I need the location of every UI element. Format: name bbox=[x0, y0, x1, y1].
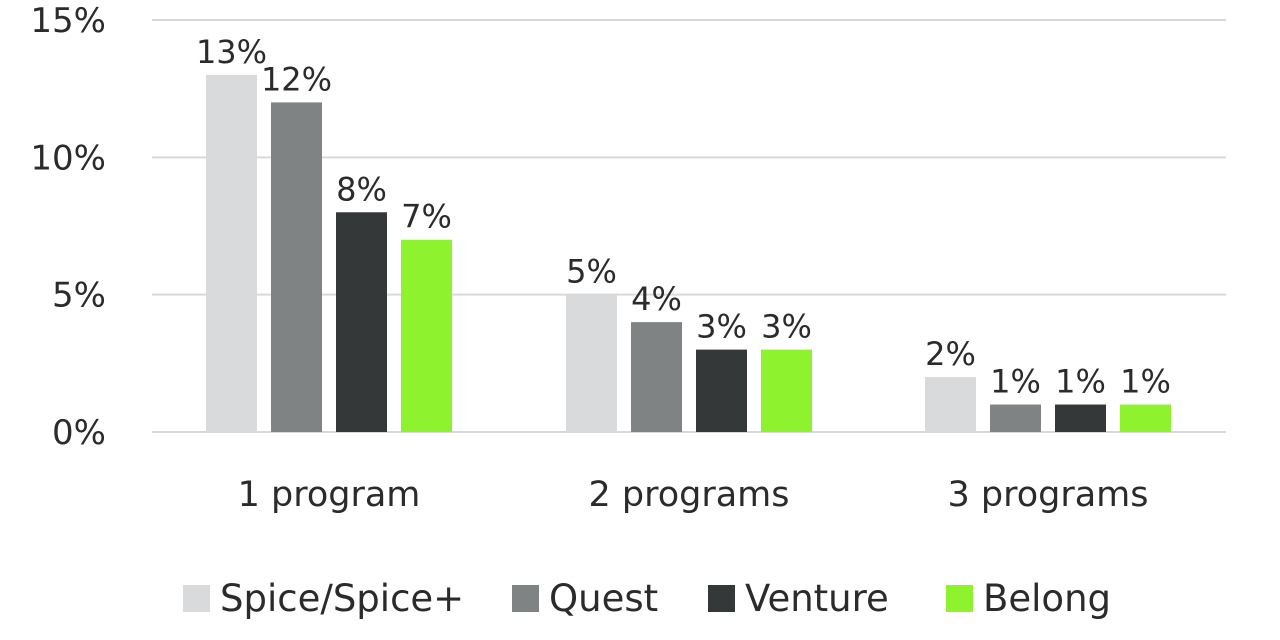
y-tick-label: 10% bbox=[30, 138, 106, 178]
bar bbox=[761, 349, 812, 432]
legend-swatch bbox=[512, 585, 539, 612]
bar bbox=[925, 377, 976, 432]
data-label: 4% bbox=[631, 280, 682, 318]
data-label: 1% bbox=[990, 363, 1041, 401]
data-label: 13% bbox=[196, 33, 267, 71]
data-label: 5% bbox=[566, 253, 617, 291]
bar bbox=[271, 102, 322, 433]
y-tick-label: 15% bbox=[30, 1, 106, 41]
legend-label: Spice/Spice+ bbox=[220, 577, 464, 620]
data-label: 12% bbox=[261, 60, 332, 98]
category-label: 2 programs bbox=[588, 475, 789, 515]
bar bbox=[990, 404, 1041, 432]
data-label: 1% bbox=[1120, 363, 1171, 401]
legend-swatch bbox=[946, 585, 973, 612]
y-tick-label: 5% bbox=[52, 276, 106, 316]
category-label: 1 program bbox=[238, 475, 421, 515]
category-label: 3 programs bbox=[947, 475, 1148, 515]
bar bbox=[1120, 404, 1171, 432]
data-label: 1% bbox=[1055, 363, 1106, 401]
bar bbox=[401, 239, 452, 432]
bars bbox=[206, 74, 1171, 433]
data-label: 2% bbox=[925, 335, 976, 373]
gridlines bbox=[152, 19, 1226, 433]
legend-label: Quest bbox=[549, 577, 658, 620]
data-label: 3% bbox=[696, 308, 747, 346]
bar bbox=[566, 294, 617, 432]
data-label: 8% bbox=[336, 170, 387, 208]
x-axis-category-labels: 1 program 2 programs 3 programs bbox=[238, 475, 1149, 515]
bar bbox=[696, 349, 747, 432]
data-label: 3% bbox=[761, 308, 812, 346]
bar bbox=[1055, 404, 1106, 432]
data-label: 7% bbox=[401, 198, 452, 236]
y-axis-tick-labels: 0% 5% 10% 15% bbox=[30, 1, 106, 453]
legend-label: Venture bbox=[745, 577, 889, 620]
bar bbox=[206, 74, 257, 432]
data-labels: 13%12% 8% 7% 5% 4% 3% 3% 2% 1% 1% 1% bbox=[196, 33, 1171, 401]
bar bbox=[336, 212, 387, 432]
legend-swatch bbox=[708, 585, 735, 612]
legend: Spice/Spice+ Quest Venture Belong bbox=[183, 577, 1111, 620]
y-tick-label: 0% bbox=[52, 413, 106, 453]
bar bbox=[631, 322, 682, 432]
legend-swatch bbox=[183, 585, 210, 612]
legend-label: Belong bbox=[983, 577, 1111, 620]
